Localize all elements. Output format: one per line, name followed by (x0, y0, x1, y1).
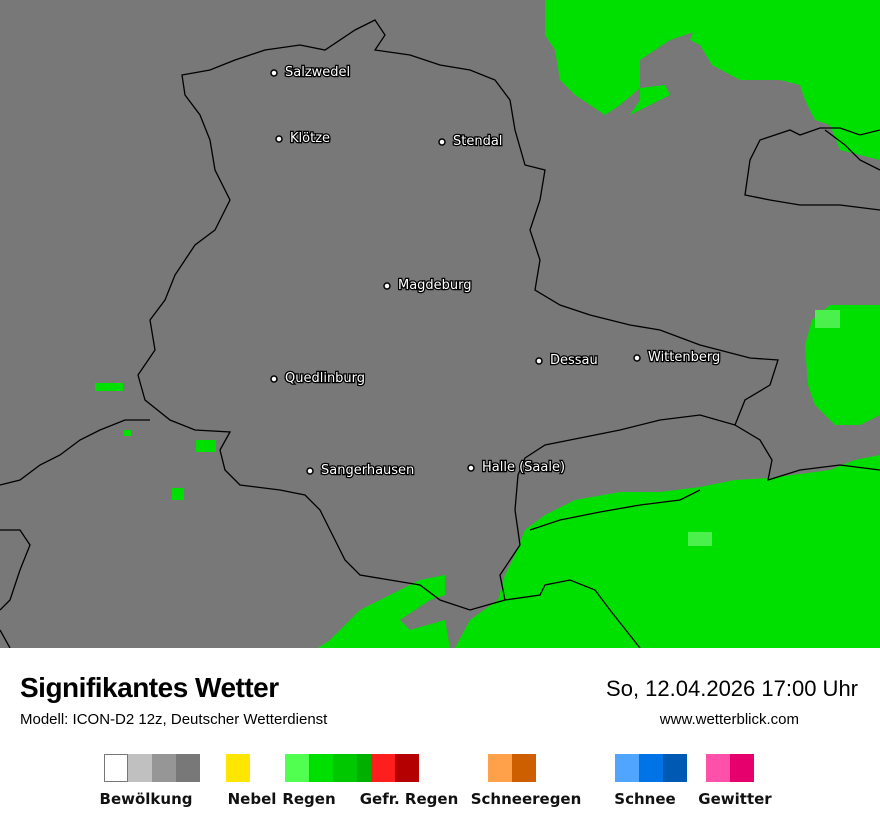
city-salzwedel: Salzwedel (270, 64, 351, 81)
country-border-east (744, 127, 880, 211)
state-border (137, 19, 779, 611)
city-dot (270, 69, 278, 77)
city-dot (270, 375, 278, 383)
city-quedlinburg: Quedlinburg (270, 370, 366, 387)
rain-area-southwest (318, 575, 450, 648)
legend-label: Nebel (227, 790, 277, 808)
legend-label: Gewitter (698, 790, 772, 808)
city-dot (633, 354, 641, 362)
legend-item-nebel: Nebel (226, 754, 276, 808)
model-info: Modell: ICON-D2 12z, Deutscher Wetterdie… (20, 711, 328, 728)
legend-swatch (152, 754, 176, 782)
border-south3 (529, 489, 701, 531)
legend-label: Regen (282, 790, 336, 808)
legend-swatch (176, 754, 200, 782)
legend-swatches (615, 754, 687, 782)
city-wittenberg: Wittenberg (633, 349, 722, 366)
legend-swatches (371, 754, 419, 782)
rain-area-east (805, 305, 880, 425)
city-label: Quedlinburg (285, 371, 365, 386)
legend-swatch (104, 754, 128, 782)
legend-swatch (395, 754, 419, 782)
legend-swatch (371, 754, 395, 782)
legend-label: Schneeregen (470, 790, 582, 808)
legend-swatches (285, 754, 381, 782)
rain-area-south (455, 455, 880, 648)
rain-speck (124, 430, 131, 436)
legend-label: Gefr. Regen (359, 790, 459, 808)
website-link[interactable]: www.wetterblick.com (659, 711, 799, 728)
city-dot (467, 464, 475, 472)
legend-label: Bewölkung (99, 790, 193, 808)
city-label: Sangerhausen (321, 463, 414, 478)
border-south2 (504, 579, 641, 648)
legend-swatch (333, 754, 357, 782)
legend-item-gefr-regen: Gefr. Regen (360, 754, 458, 808)
city-label: Klötze (290, 131, 330, 146)
rain-area-north (545, 0, 880, 160)
map-title: Signifikantes Wetter (20, 672, 279, 703)
city-label: Halle (Saale) (482, 460, 565, 475)
border-southwest (0, 419, 150, 486)
border-southeast (734, 424, 880, 481)
legend-swatch (309, 754, 333, 782)
forecast-datetime: So, 12.04.2026 17:00 Uhr (606, 676, 858, 701)
city-label: Dessau (550, 353, 598, 368)
legend-item-gewitter: Gewitter (698, 754, 772, 808)
legend-swatch (615, 754, 639, 782)
legend-swatch (639, 754, 663, 782)
city-label: Salzwedel (285, 65, 350, 80)
legend-swatches (226, 754, 250, 782)
city-label: Stendal (453, 134, 502, 149)
rain-speck (196, 440, 216, 452)
city-dot (383, 282, 391, 290)
city-klötze: Klötze (275, 130, 331, 147)
city-halle-saale-: Halle (Saale) (467, 459, 566, 476)
city-dessau: Dessau (535, 352, 599, 369)
legend-swatch (128, 754, 152, 782)
legend-swatches (488, 754, 536, 782)
border-south (0, 529, 31, 648)
legend-swatch (512, 754, 536, 782)
legend-swatch (663, 754, 687, 782)
legend-swatch (488, 754, 512, 782)
city-label: Magdeburg (398, 278, 472, 293)
city-magdeburg: Magdeburg (383, 277, 473, 294)
city-dot (535, 357, 543, 365)
legend: Bewölkung Nebel Regen Gefr. Regen Schneerege… (0, 754, 880, 814)
legend-swatch (285, 754, 309, 782)
legend-swatches (706, 754, 754, 782)
rain-speck (172, 488, 184, 500)
weather-map[interactable]: Salzwedel Klötze Stendal Magdeburg Dessau Wit… (0, 0, 880, 648)
city-dot (438, 138, 446, 146)
city-stendal: Stendal (438, 133, 504, 150)
precipitation-areas (95, 0, 880, 648)
legend-swatch (730, 754, 754, 782)
city-dot (306, 467, 314, 475)
light-rain-spots (688, 310, 840, 546)
city-label: Wittenberg (648, 350, 720, 365)
city-sangerhausen: Sangerhausen (306, 462, 416, 479)
border-east-river (824, 129, 880, 171)
legend-swatches (104, 754, 200, 782)
borders (0, 19, 880, 648)
legend-swatch (706, 754, 730, 782)
legend-item-schnee: Schnee (614, 754, 687, 808)
legend-item-bewölkung: Bewölkung (100, 754, 200, 808)
legend-item-schneeregen: Schneeregen (471, 754, 581, 808)
legend-item-regen: Regen (282, 754, 381, 808)
city-dot (275, 135, 283, 143)
legend-swatch (226, 754, 250, 782)
legend-label: Schnee (614, 790, 676, 808)
rain-speck (95, 383, 123, 391)
city-markers: Salzwedel Klötze Stendal Magdeburg Dessau Wit… (270, 64, 722, 479)
